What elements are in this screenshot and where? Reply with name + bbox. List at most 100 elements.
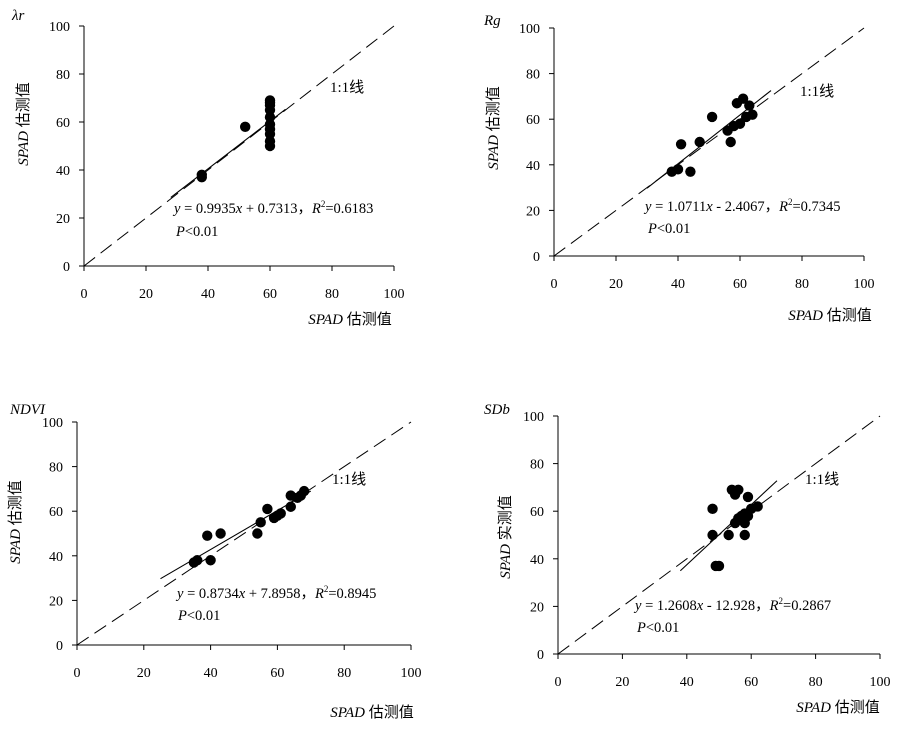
data-point [739,529,750,541]
y-tick-label: 100 [42,416,63,431]
y-tick-label: 60 [530,505,544,520]
y-axis-label: SPAD 实测值 [497,495,514,579]
x-tick-label: 0 [555,675,562,690]
x-tick-label: 60 [263,287,277,302]
data-point [264,136,276,147]
x-tick-label: 20 [137,666,151,681]
data-point [752,501,763,512]
y-tick-label: 40 [49,550,63,565]
x-axis-label: SPAD 估测值 [788,307,872,324]
y-tick-label: 60 [49,505,63,520]
data-point [255,517,266,528]
regression-equation: y = 0.8734x + 7.8958，R2=0.8945 [175,584,376,602]
regression-equation: y = 1.0711x - 2.4067，R2=0.7345 [643,197,841,215]
y-tick-label: 100 [519,22,540,37]
y-tick-label: 40 [56,164,70,179]
panel-label: SDb [484,402,510,418]
chart-panel-4: 0 20 40 60 80 100 0 20 40 60 80 100 SDb 1:1线 SPAD 估测值 S… [484,402,891,716]
x-tick-label: 40 [201,287,215,302]
y-axis-label: SPAD 估测值 [7,480,24,564]
x-tick-label: 0 [81,287,88,302]
regression-equation: y = 0.9935x + 0.7313，R2=0.6183 [172,199,373,217]
one-to-one-line [76,421,412,646]
data-point [734,118,746,129]
y-tick-label: 0 [63,260,70,275]
panel-label: Rg [483,13,501,29]
data-point [240,121,251,132]
one-to-one-label: 1:1线 [332,471,366,488]
y-tick-label: 40 [530,553,544,568]
x-tick-label: 100 [870,675,891,690]
y-tick-label: 20 [526,204,540,219]
x-tick-label: 40 [671,277,685,292]
chart-panel-1: 0 20 40 60 80 100 0 20 40 60 80 100 λr 1:1线 SPAD 估测值 SP… [11,8,405,328]
panel-label: NDVI [9,402,46,418]
y-tick-label: 0 [537,648,544,663]
x-tick-label: 80 [795,277,809,292]
data-point [707,529,718,541]
y-tick-label: 80 [526,68,540,83]
x-tick-label: 80 [809,675,823,690]
x-tick-label: 100 [854,277,875,292]
x-tick-label: 100 [384,287,405,302]
x-axis-label: SPAD 估测值 [330,704,414,721]
p-value-label: P<0.01 [177,608,220,624]
x-tick-label: 0 [551,277,558,292]
data-point [744,100,755,111]
data-point [747,109,758,120]
data-point [298,485,310,497]
one-to-one-label: 1:1线 [330,79,364,96]
one-to-one-label: 1:1线 [805,471,839,488]
data-point [725,136,736,148]
regression-equation: y = 1.2608x - 12.928，R2=0.2867 [633,596,831,614]
data-point [264,95,276,106]
data-point [713,560,725,572]
data-point [672,164,684,175]
data-point [707,503,718,515]
chart-panel-2: 0 20 40 60 80 100 0 20 40 60 80 100 Rg 1:1线 SPAD 估测值 SP… [483,13,875,324]
data-point [192,555,203,566]
x-tick-label: 40 [680,675,694,690]
data-point [264,112,276,123]
x-tick-label: 40 [204,666,218,681]
data-point [685,166,696,177]
data-point [737,93,749,104]
data-point [196,169,207,180]
x-tick-label: 80 [337,666,351,681]
data-point [742,491,754,503]
x-tick-label: 0 [74,666,81,681]
data-point [285,501,296,512]
x-tick-label: 60 [733,277,747,292]
x-tick-label: 20 [609,277,623,292]
one-to-one-line [553,27,865,257]
data-point [215,528,226,539]
data-point [264,119,276,130]
x-axis-label: SPAD 估测值 [308,311,392,328]
data-point [252,528,263,539]
x-axis-label: SPAD 估测值 [796,699,880,716]
one-to-one-line [83,25,395,267]
p-value-label: P<0.01 [636,620,679,636]
x-tick-label: 20 [615,675,629,690]
data-point [723,529,734,541]
data-point [694,136,705,148]
p-value-label: P<0.01 [647,221,690,237]
y-tick-label: 100 [49,20,70,35]
y-tick-label: 20 [530,600,544,615]
y-tick-label: 80 [530,458,544,473]
y-tick-label: 0 [533,250,540,265]
data-point [675,139,687,150]
data-point [262,503,273,515]
panel-label: λr [11,8,24,24]
y-axis-label: SPAD 估测值 [15,82,32,166]
y-tick-label: 80 [56,68,70,83]
data-point [733,484,744,495]
x-tick-label: 20 [139,287,153,302]
x-tick-label: 60 [270,666,284,681]
x-tick-label: 80 [325,287,339,302]
one-to-one-label: 1:1线 [800,83,834,100]
y-tick-label: 40 [526,159,540,174]
regression-line [679,480,778,572]
